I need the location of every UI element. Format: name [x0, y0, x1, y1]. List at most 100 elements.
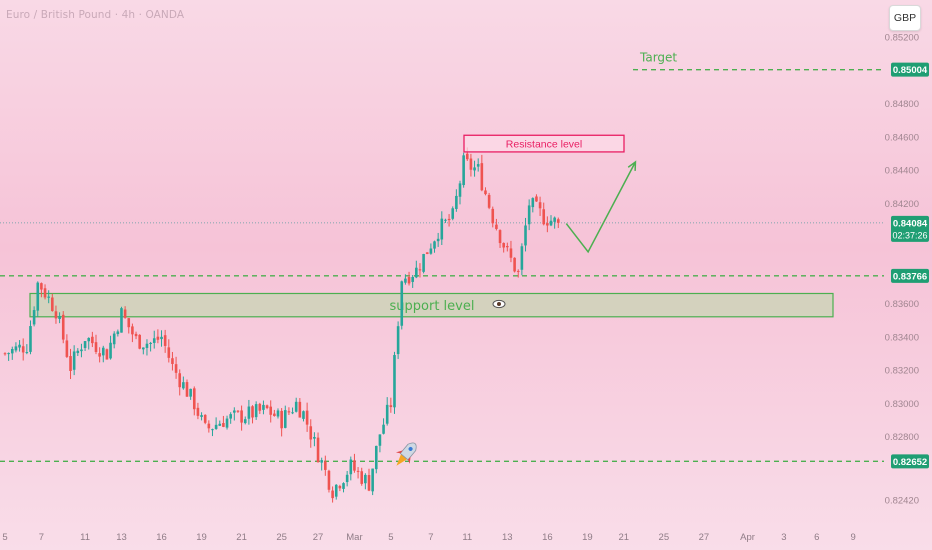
- candle-body: [400, 281, 404, 326]
- candle-body: [440, 218, 444, 240]
- x-tick-label: 11: [80, 532, 90, 543]
- candle-body: [101, 347, 105, 356]
- rocket-icon: [395, 442, 417, 466]
- candle-body: [451, 208, 455, 219]
- candle-body: [149, 342, 152, 344]
- y-tick-label: 0.83000: [885, 399, 919, 410]
- candle-body: [374, 445, 378, 470]
- candle-body: [98, 353, 101, 357]
- candle-body: [342, 483, 345, 489]
- candle-body: [233, 410, 236, 413]
- candle-body: [105, 349, 109, 360]
- candle-body: [425, 252, 429, 254]
- candle-body: [182, 382, 185, 389]
- currency-button[interactable]: GBP: [889, 5, 921, 31]
- candle-body: [265, 405, 269, 409]
- candle-body: [509, 248, 513, 258]
- candle-body: [371, 468, 374, 492]
- candle-body: [94, 342, 98, 352]
- candle-body: [476, 164, 480, 167]
- candle-body: [18, 344, 21, 348]
- candle-body: [418, 269, 422, 271]
- candle-body: [535, 196, 538, 202]
- candle-body: [273, 413, 276, 416]
- candle-body: [160, 336, 163, 340]
- candle-body: [353, 460, 356, 471]
- y-tick-label: 0.84400: [885, 166, 919, 177]
- candle-body: [91, 336, 94, 344]
- candle-body: [65, 340, 69, 357]
- candle-body: [429, 248, 433, 254]
- upper-support-badge-bg: [891, 268, 929, 283]
- candle-body: [487, 194, 491, 208]
- candle-body: [542, 209, 546, 225]
- candle-body: [69, 356, 72, 371]
- candle-body: [506, 245, 509, 248]
- candle-body: [72, 351, 76, 370]
- candle-body: [14, 346, 18, 351]
- candle-body: [58, 315, 61, 320]
- candle-body: [287, 411, 291, 413]
- candle-body: [280, 410, 283, 429]
- candle-body: [338, 486, 342, 489]
- last-price-badge-bg: [891, 215, 929, 242]
- candle-body: [240, 410, 243, 423]
- y-tick-label: 0.85200: [885, 33, 919, 44]
- candle-body: [549, 220, 553, 226]
- candle-body: [189, 388, 192, 397]
- x-tick-label: 6: [814, 532, 819, 543]
- candle-body: [25, 352, 29, 354]
- eye-icon: [492, 299, 506, 309]
- candle-body: [382, 424, 385, 434]
- candle-body: [43, 288, 47, 298]
- symbol-title: Euro / British Pound · 4h · OANDA: [6, 9, 185, 21]
- candle-body: [142, 347, 145, 350]
- candle-body: [360, 471, 364, 484]
- y-tick-label: 0.82800: [885, 432, 919, 443]
- candle-body: [61, 314, 65, 340]
- candle-body: [495, 224, 498, 229]
- candle-body: [458, 183, 462, 197]
- candle-body: [396, 326, 400, 355]
- candle-body: [305, 410, 309, 425]
- last-price-badge-countdown: 02:37:26: [892, 230, 927, 240]
- y-tick-label: 0.83600: [885, 299, 919, 310]
- candle-body: [32, 310, 36, 325]
- lower-support-badge: 0.82652: [893, 457, 927, 468]
- candle-body: [546, 223, 549, 226]
- candle-body: [47, 296, 50, 298]
- candle-body: [491, 208, 495, 224]
- x-tick-label: 19: [582, 532, 593, 543]
- candle-body: [40, 283, 43, 290]
- candle-body: [247, 406, 251, 419]
- candle-body: [502, 243, 505, 248]
- candle-body: [524, 225, 527, 246]
- x-tick-label: 27: [699, 532, 710, 543]
- candle-body: [331, 490, 334, 499]
- candle-body: [200, 415, 203, 417]
- candle-body: [243, 419, 247, 424]
- candle-body: [269, 406, 273, 415]
- candle-body: [167, 347, 171, 358]
- x-tick-label: 27: [313, 532, 324, 543]
- y-tick-label: 0.83200: [885, 366, 919, 377]
- x-tick-label: 7: [39, 532, 44, 543]
- candle-body: [236, 410, 240, 412]
- support-zone: [29, 292, 834, 318]
- candle-body: [334, 484, 338, 497]
- candle-body: [309, 426, 313, 440]
- candle-body: [156, 336, 160, 340]
- x-tick-label: 13: [502, 532, 513, 543]
- candle-body: [556, 219, 560, 223]
- y-tick-label: 0.83400: [885, 332, 919, 343]
- candle-body: [520, 246, 524, 270]
- candle-body: [109, 342, 112, 359]
- candle-body: [131, 326, 134, 335]
- target-price-badge: 0.85004: [893, 65, 928, 76]
- candle-body: [465, 153, 469, 160]
- candle-body: [444, 219, 447, 221]
- candle-body: [51, 297, 54, 311]
- candle-body: [83, 341, 87, 348]
- x-tick-label: 5: [2, 532, 7, 543]
